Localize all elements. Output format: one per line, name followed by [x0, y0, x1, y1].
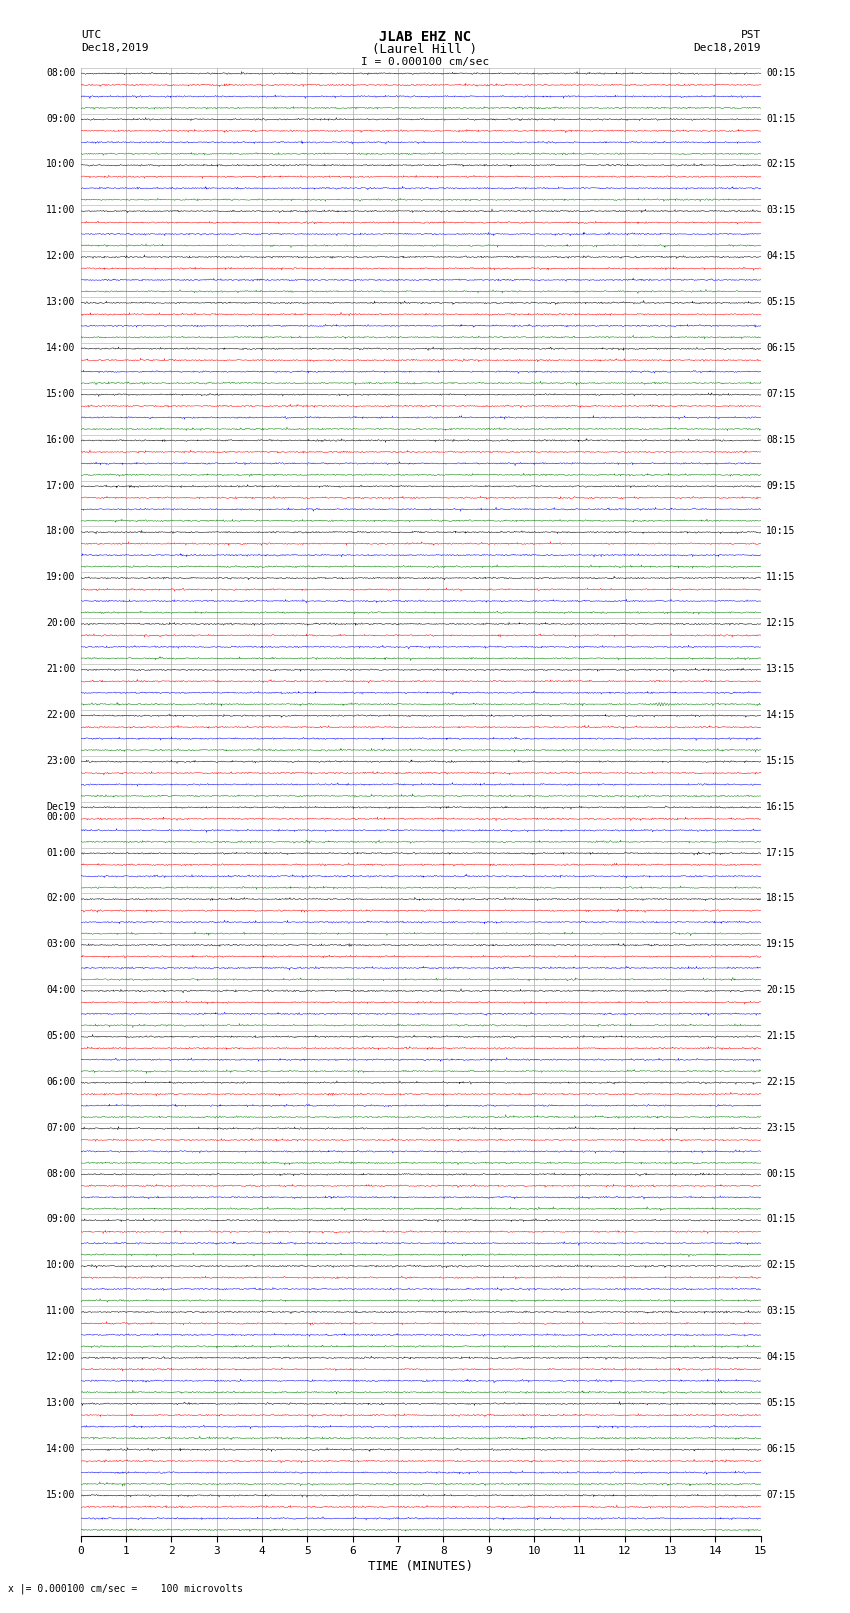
Text: 23:15: 23:15	[766, 1123, 796, 1132]
Text: 04:00: 04:00	[46, 986, 76, 995]
Text: 02:15: 02:15	[766, 160, 796, 169]
Text: 05:15: 05:15	[766, 1398, 796, 1408]
Text: 01:15: 01:15	[766, 113, 796, 124]
Text: 20:15: 20:15	[766, 986, 796, 995]
Text: 19:15: 19:15	[766, 939, 796, 950]
Text: 08:00: 08:00	[46, 68, 76, 77]
Text: 06:00: 06:00	[46, 1077, 76, 1087]
Text: 07:15: 07:15	[766, 1490, 796, 1500]
Text: Dec18,2019: Dec18,2019	[81, 44, 148, 53]
Text: 02:00: 02:00	[46, 894, 76, 903]
Text: 07:00: 07:00	[46, 1123, 76, 1132]
Text: 04:15: 04:15	[766, 252, 796, 261]
Text: 02:15: 02:15	[766, 1260, 796, 1271]
Text: 11:00: 11:00	[46, 1307, 76, 1316]
Text: 03:15: 03:15	[766, 1307, 796, 1316]
Text: 13:00: 13:00	[46, 1398, 76, 1408]
Text: 18:15: 18:15	[766, 894, 796, 903]
Text: 12:00: 12:00	[46, 1352, 76, 1361]
Text: 18:00: 18:00	[46, 526, 76, 537]
Text: I = 0.000100 cm/sec: I = 0.000100 cm/sec	[361, 56, 489, 66]
Text: 13:00: 13:00	[46, 297, 76, 306]
Text: 04:15: 04:15	[766, 1352, 796, 1361]
Text: UTC: UTC	[81, 31, 101, 40]
Text: 11:00: 11:00	[46, 205, 76, 216]
Text: 10:15: 10:15	[766, 526, 796, 537]
Text: 03:00: 03:00	[46, 939, 76, 950]
Text: 12:15: 12:15	[766, 618, 796, 627]
Text: 00:15: 00:15	[766, 68, 796, 77]
Text: 13:15: 13:15	[766, 665, 796, 674]
X-axis label: TIME (MINUTES): TIME (MINUTES)	[368, 1560, 473, 1573]
Text: JLAB EHZ NC: JLAB EHZ NC	[379, 31, 471, 44]
Text: 19:00: 19:00	[46, 573, 76, 582]
Text: 09:00: 09:00	[46, 1215, 76, 1224]
Text: 22:15: 22:15	[766, 1077, 796, 1087]
Text: 00:15: 00:15	[766, 1168, 796, 1179]
Text: 05:15: 05:15	[766, 297, 796, 306]
Text: 09:15: 09:15	[766, 481, 796, 490]
Text: 22:00: 22:00	[46, 710, 76, 719]
Text: PST: PST	[740, 31, 761, 40]
Text: 17:15: 17:15	[766, 847, 796, 858]
Text: 03:15: 03:15	[766, 205, 796, 216]
Text: 08:00: 08:00	[46, 1168, 76, 1179]
Text: 09:00: 09:00	[46, 113, 76, 124]
Text: 15:00: 15:00	[46, 389, 76, 398]
Text: 06:15: 06:15	[766, 1444, 796, 1453]
Text: 16:00: 16:00	[46, 436, 76, 445]
Text: x |= 0.000100 cm/sec =    100 microvolts: x |= 0.000100 cm/sec = 100 microvolts	[8, 1582, 243, 1594]
Text: (Laurel Hill ): (Laurel Hill )	[372, 44, 478, 56]
Text: 14:00: 14:00	[46, 1444, 76, 1453]
Text: 20:00: 20:00	[46, 618, 76, 627]
Text: Dec19
00:00: Dec19 00:00	[46, 802, 76, 821]
Text: 10:00: 10:00	[46, 160, 76, 169]
Text: 16:15: 16:15	[766, 802, 796, 811]
Text: 10:00: 10:00	[46, 1260, 76, 1271]
Text: 17:00: 17:00	[46, 481, 76, 490]
Text: 07:15: 07:15	[766, 389, 796, 398]
Text: Dec18,2019: Dec18,2019	[694, 44, 761, 53]
Text: 05:00: 05:00	[46, 1031, 76, 1040]
Text: 08:15: 08:15	[766, 436, 796, 445]
Text: 21:00: 21:00	[46, 665, 76, 674]
Text: 21:15: 21:15	[766, 1031, 796, 1040]
Text: 01:15: 01:15	[766, 1215, 796, 1224]
Text: 12:00: 12:00	[46, 252, 76, 261]
Text: 11:15: 11:15	[766, 573, 796, 582]
Text: 06:15: 06:15	[766, 344, 796, 353]
Text: 14:00: 14:00	[46, 344, 76, 353]
Text: 15:15: 15:15	[766, 756, 796, 766]
Text: 15:00: 15:00	[46, 1490, 76, 1500]
Text: 01:00: 01:00	[46, 847, 76, 858]
Text: 23:00: 23:00	[46, 756, 76, 766]
Text: 14:15: 14:15	[766, 710, 796, 719]
